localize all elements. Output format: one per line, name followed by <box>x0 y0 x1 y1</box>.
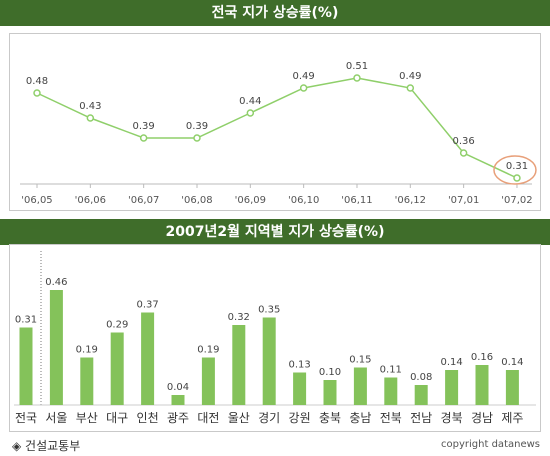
data-label: 0.08 <box>410 372 432 383</box>
data-label: 0.31 <box>15 315 37 326</box>
x-tick-label: 충남 <box>349 411 371 425</box>
data-point <box>246 109 255 117</box>
x-tick-label: 전국 <box>15 411 37 425</box>
x-tick-label: 부산 <box>76 411 98 425</box>
data-label: 0.51 <box>346 61 368 72</box>
data-label: 0.14 <box>501 357 523 368</box>
x-tick-label: '06,12 <box>395 195 426 206</box>
bar <box>445 370 459 405</box>
bar-chart: 0.31 전국 0.46 서울 0.19 부산 0.29 대구 0.37 인천 0.04 광주 0.19… <box>14 251 536 425</box>
bar <box>201 357 215 405</box>
bar <box>19 327 33 405</box>
data-point <box>33 89 41 97</box>
x-tick-label: 인천 <box>137 410 159 425</box>
data-label: 0.29 <box>106 320 128 331</box>
bar <box>80 357 94 405</box>
bar <box>414 385 428 405</box>
line-chart-title: 전국 지가 상승률(%) <box>0 0 550 26</box>
data-label: 0.19 <box>197 345 219 356</box>
data-point <box>86 114 95 122</box>
data-point <box>459 149 468 157</box>
x-tick-label: '07,01 <box>448 195 479 206</box>
x-tick-label: '06,10 <box>288 195 319 206</box>
bar <box>384 377 398 405</box>
x-tick-label: '06,07 <box>128 195 159 206</box>
data-label: 0.49 <box>399 71 421 82</box>
x-tick-label: '06,08 <box>181 195 212 206</box>
data-label: 0.14 <box>440 357 462 368</box>
data-label: 0.43 <box>79 101 101 112</box>
data-label: 0.39 <box>133 121 155 132</box>
data-label: 0.44 <box>239 96 261 107</box>
x-tick-label: '06,06 <box>75 195 106 206</box>
x-tick-label: 광주 <box>167 411 189 425</box>
bar-chart-title: 2007년2월 지역별 지가 상승률(%) <box>0 219 550 245</box>
data-label: 0.31 <box>506 161 528 172</box>
line-chart-panel: 0.48 '06,05 0.43 '06,06 0.39 '06,07 0.39 '06,08… <box>9 33 541 211</box>
bar <box>232 325 246 405</box>
bar <box>323 380 337 405</box>
bar <box>110 332 124 405</box>
bar <box>141 312 155 405</box>
data-point <box>139 134 148 142</box>
bar-chart-panel: 0.31 전국 0.46 서울 0.19 부산 0.29 대구 0.37 인천 0.04 광주 0.19… <box>9 244 541 432</box>
x-tick-label: 경기 <box>258 411 280 425</box>
data-label: 0.39 <box>186 121 208 132</box>
x-tick-label: '06,11 <box>341 195 372 206</box>
x-tick-label: '07,02 <box>501 195 532 206</box>
data-point <box>513 174 521 182</box>
data-label: 0.16 <box>471 352 493 363</box>
x-tick-label: 경남 <box>471 411 493 425</box>
highlight-circle <box>493 155 537 185</box>
x-tick-label: 전북 <box>380 411 402 425</box>
data-label: 0.10 <box>319 367 341 378</box>
data-label: 0.32 <box>228 312 250 323</box>
x-tick-label: 경북 <box>441 411 463 425</box>
x-tick-label: 강원 <box>289 411 311 425</box>
data-label: 0.36 <box>453 136 475 147</box>
data-label: 0.37 <box>136 300 158 311</box>
bar <box>171 395 185 405</box>
bar <box>293 372 307 405</box>
data-label: 0.49 <box>293 71 315 82</box>
data-label: 0.13 <box>288 360 310 371</box>
bar <box>505 370 519 405</box>
source-label: ◈ 건설교통부 <box>12 439 81 453</box>
data-point <box>353 74 361 82</box>
bar <box>262 317 276 405</box>
line-chart: 0.48 '06,05 0.43 '06,06 0.39 '06,07 0.39 '06,08… <box>20 61 537 206</box>
bar <box>353 367 367 405</box>
x-tick-label: 서울 <box>45 411 67 425</box>
x-tick-label: 대전 <box>197 411 219 425</box>
data-label: 0.19 <box>76 345 98 356</box>
x-tick-label: 울산 <box>228 411 250 425</box>
bar <box>475 365 489 405</box>
data-label: 0.35 <box>258 305 280 316</box>
x-tick-label: '06,05 <box>21 195 52 206</box>
x-tick-label: 제주 <box>501 411 523 425</box>
data-label: 0.15 <box>349 355 371 366</box>
x-tick-label: 충북 <box>319 411 341 425</box>
data-point <box>193 134 201 142</box>
bar <box>49 290 63 405</box>
data-label: 0.48 <box>26 76 48 87</box>
copyright-label: copyright datanews <box>441 439 540 450</box>
x-tick-label: 대구 <box>106 411 128 425</box>
data-point <box>406 84 415 92</box>
data-label: 0.11 <box>380 365 402 376</box>
series-line <box>36 77 518 179</box>
x-tick-label: '06,09 <box>235 195 266 206</box>
x-tick-label: 전남 <box>410 411 432 425</box>
data-label: 0.04 <box>167 382 189 393</box>
data-point <box>299 84 308 92</box>
data-label: 0.46 <box>45 277 67 288</box>
